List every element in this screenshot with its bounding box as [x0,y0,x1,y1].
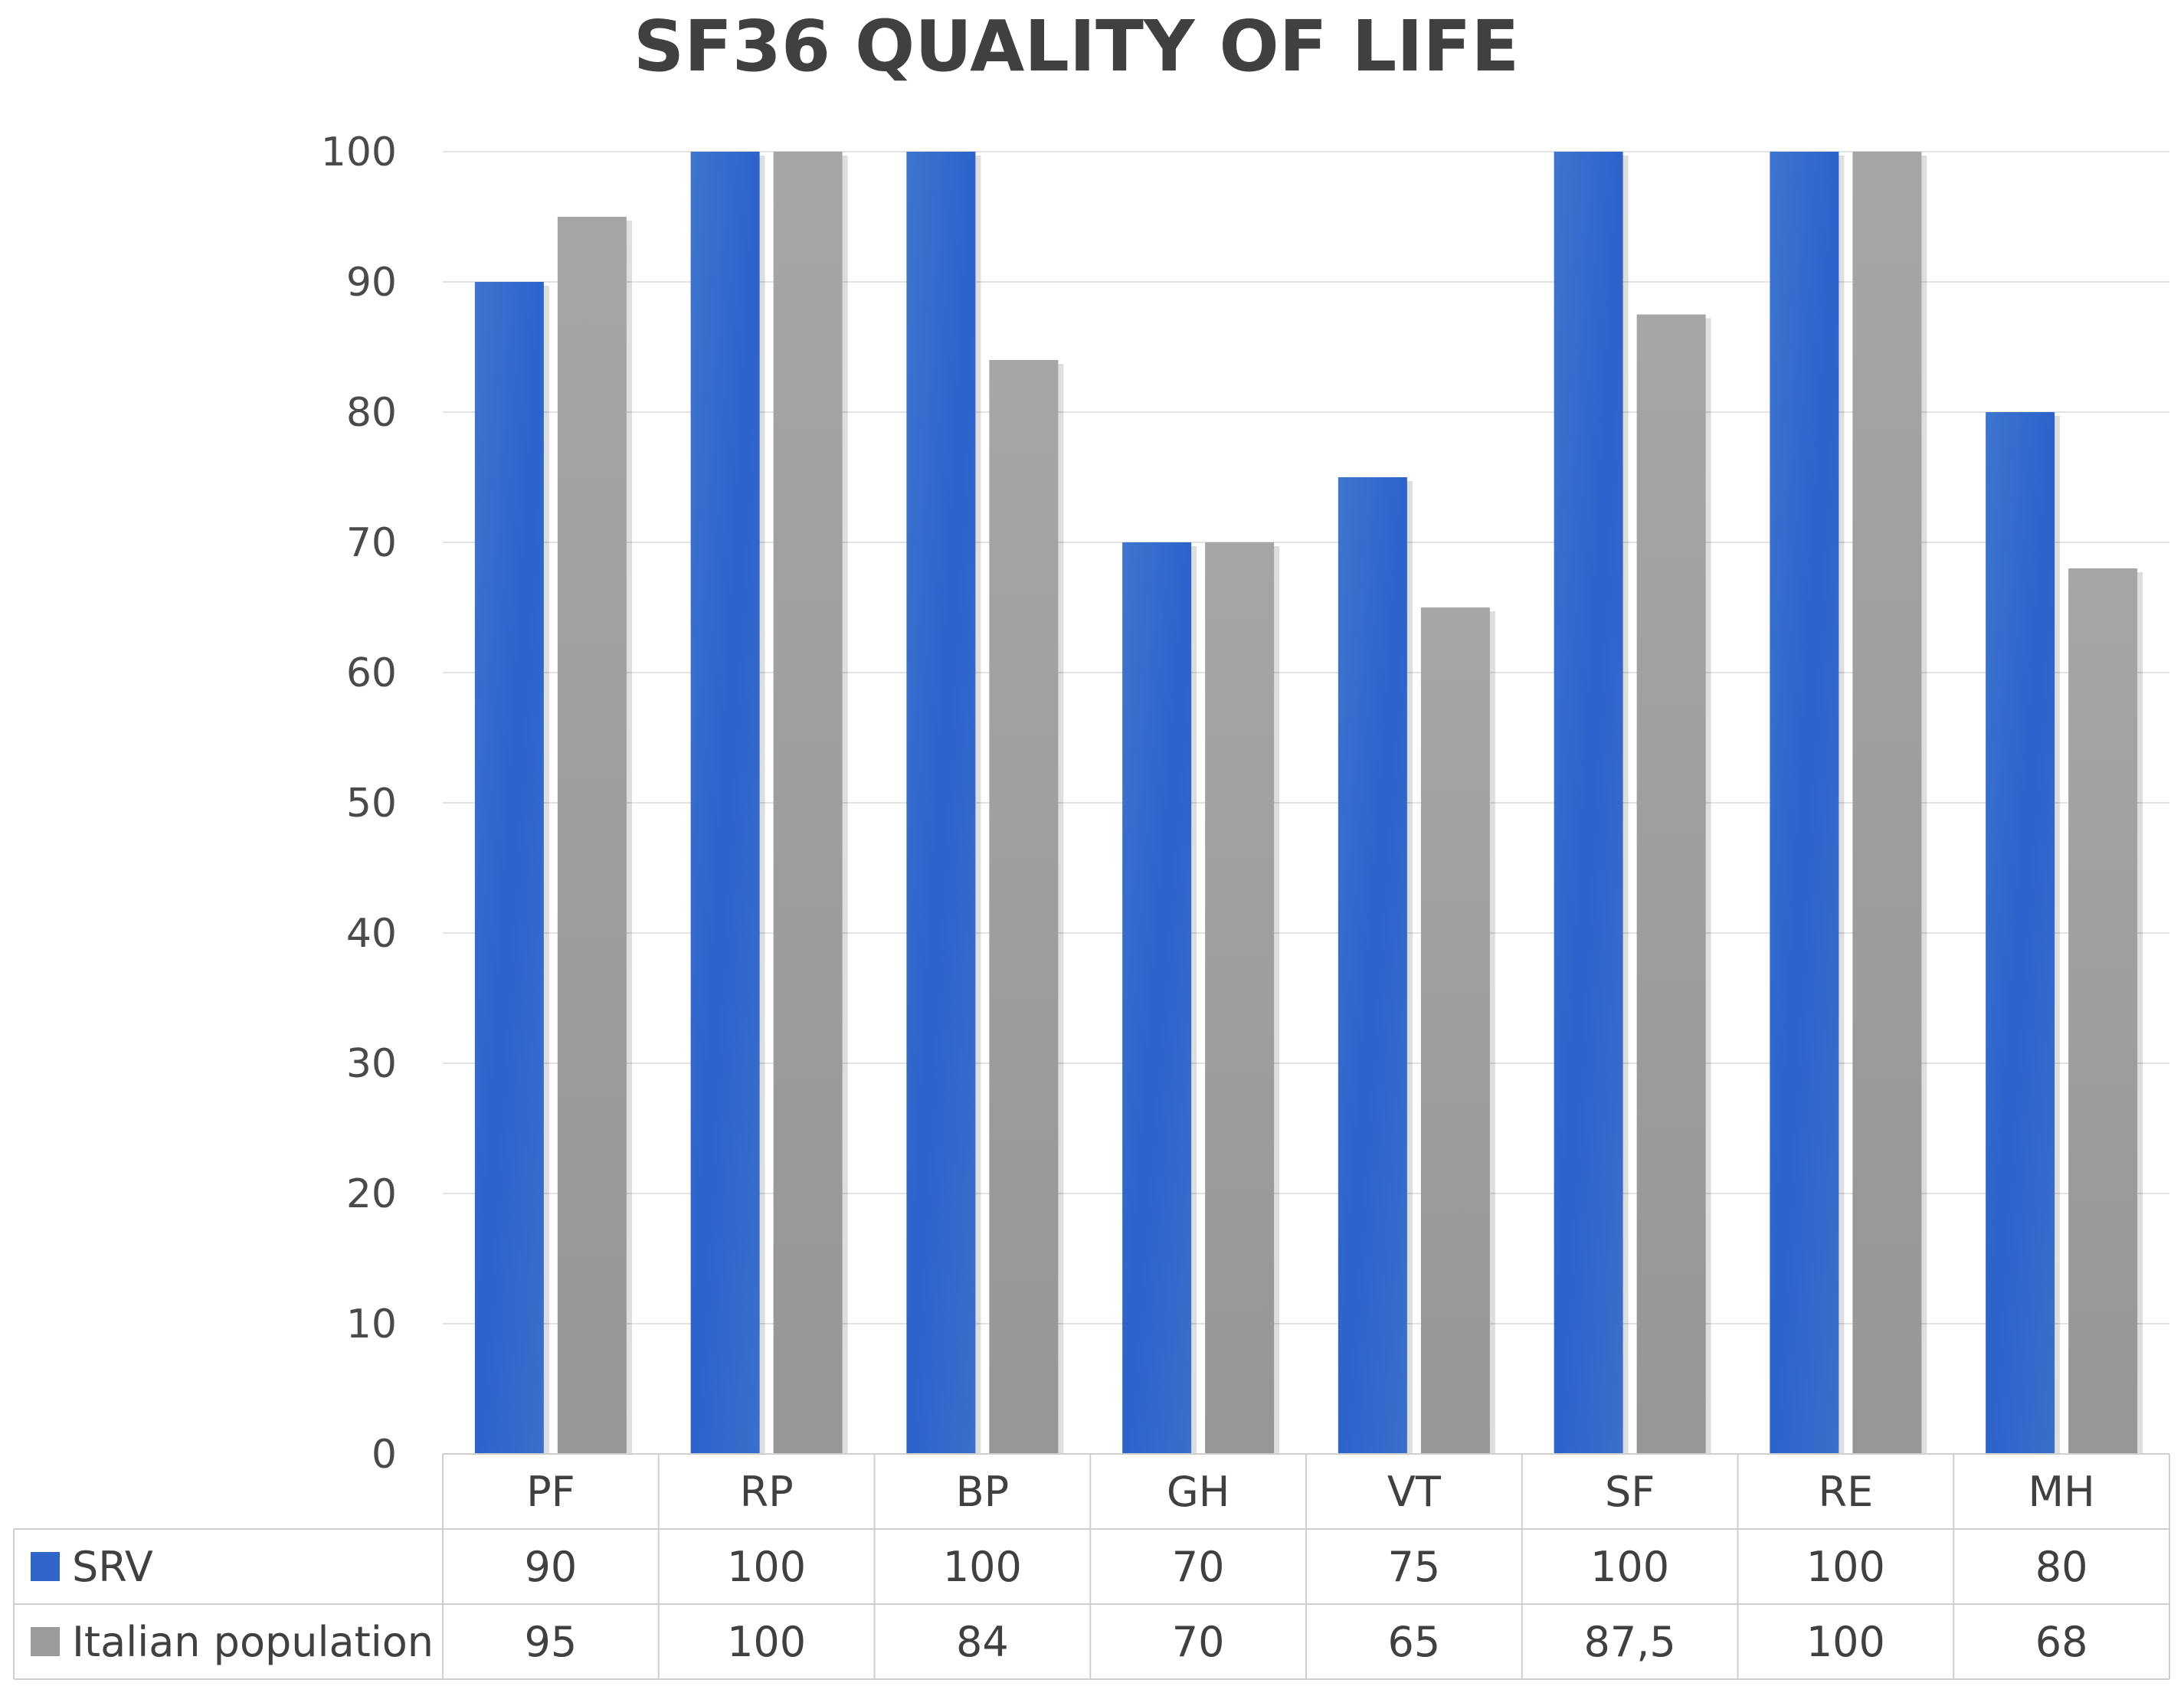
data-label: 87,5 [1584,1618,1676,1666]
y-axis-ticks: 0 10 20 30 40 50 60 70 80 90 100 [321,129,397,1478]
data-label: 90 [525,1543,578,1591]
bar-srv-re [1770,152,1839,1454]
legend-label: SRV [72,1543,153,1591]
data-label: 65 [1388,1618,1441,1666]
y-tick-label: 30 [346,1041,397,1087]
data-label: 100 [727,1618,806,1666]
legend-label: Italian population [72,1618,434,1666]
y-tick-label: 0 [372,1432,397,1478]
x-tick-label: VT [1387,1468,1442,1516]
x-tick-label: RE [1819,1468,1874,1516]
data-label: 68 [2035,1618,2088,1666]
data-label: 80 [2035,1543,2088,1591]
bars [474,152,2143,1454]
bar-srv-vt [1338,477,1407,1454]
bar-italian-population-pf [557,217,627,1454]
y-tick-label: 80 [346,390,397,436]
bar-italian-population-vt [1420,607,1490,1454]
data-label: 84 [956,1618,1009,1666]
bar-italian-population-sf [1636,314,1706,1454]
y-tick-label: 50 [346,781,397,827]
bar-srv-bp [906,152,976,1454]
data-label: 95 [525,1618,578,1666]
x-tick-label: MH [2028,1468,2095,1516]
y-tick-label: 40 [346,911,397,957]
bar-srv-rp [690,152,760,1454]
legend-key [31,1552,60,1581]
bar-srv-sf [1554,152,1623,1454]
data-label: 70 [1172,1543,1225,1591]
y-tick-label: 70 [346,520,397,566]
data-label: 100 [1590,1543,1669,1591]
data-label: 70 [1172,1618,1225,1666]
bar-srv-mh [1986,412,2055,1454]
data-label: 100 [1806,1618,1885,1666]
bar-italian-population-re [1852,152,1922,1454]
x-tick-label: GH [1167,1468,1230,1516]
x-tick-label: BP [956,1468,1010,1516]
data-table: PF RP BP GH VT SF RE MH SRV 90 100 100 70 75 100 100 80 I… [13,1453,2170,1680]
data-label: 100 [727,1543,806,1591]
x-tick-label: PF [526,1468,575,1516]
data-label: 100 [943,1543,1022,1591]
x-tick-label: SF [1605,1468,1655,1516]
bar-italian-population-rp [773,152,843,1454]
legend-key [31,1627,60,1656]
bar-italian-population-bp [989,360,1059,1454]
bar-srv-gh [1122,542,1192,1454]
bar-srv-pf [474,282,544,1454]
y-tick-label: 10 [346,1301,397,1347]
y-tick-label: 90 [346,260,397,306]
y-tick-label: 100 [321,129,397,175]
data-label: 75 [1388,1543,1441,1591]
bar-italian-population-gh [1205,542,1275,1454]
y-tick-label: 20 [346,1171,397,1217]
chart-title: SF36 QUALITY OF LIFE [634,5,1519,87]
data-label: 100 [1806,1543,1885,1591]
bar-italian-population-mh [2068,568,2138,1454]
y-tick-label: 60 [346,650,397,696]
x-tick-label: RP [740,1468,794,1516]
